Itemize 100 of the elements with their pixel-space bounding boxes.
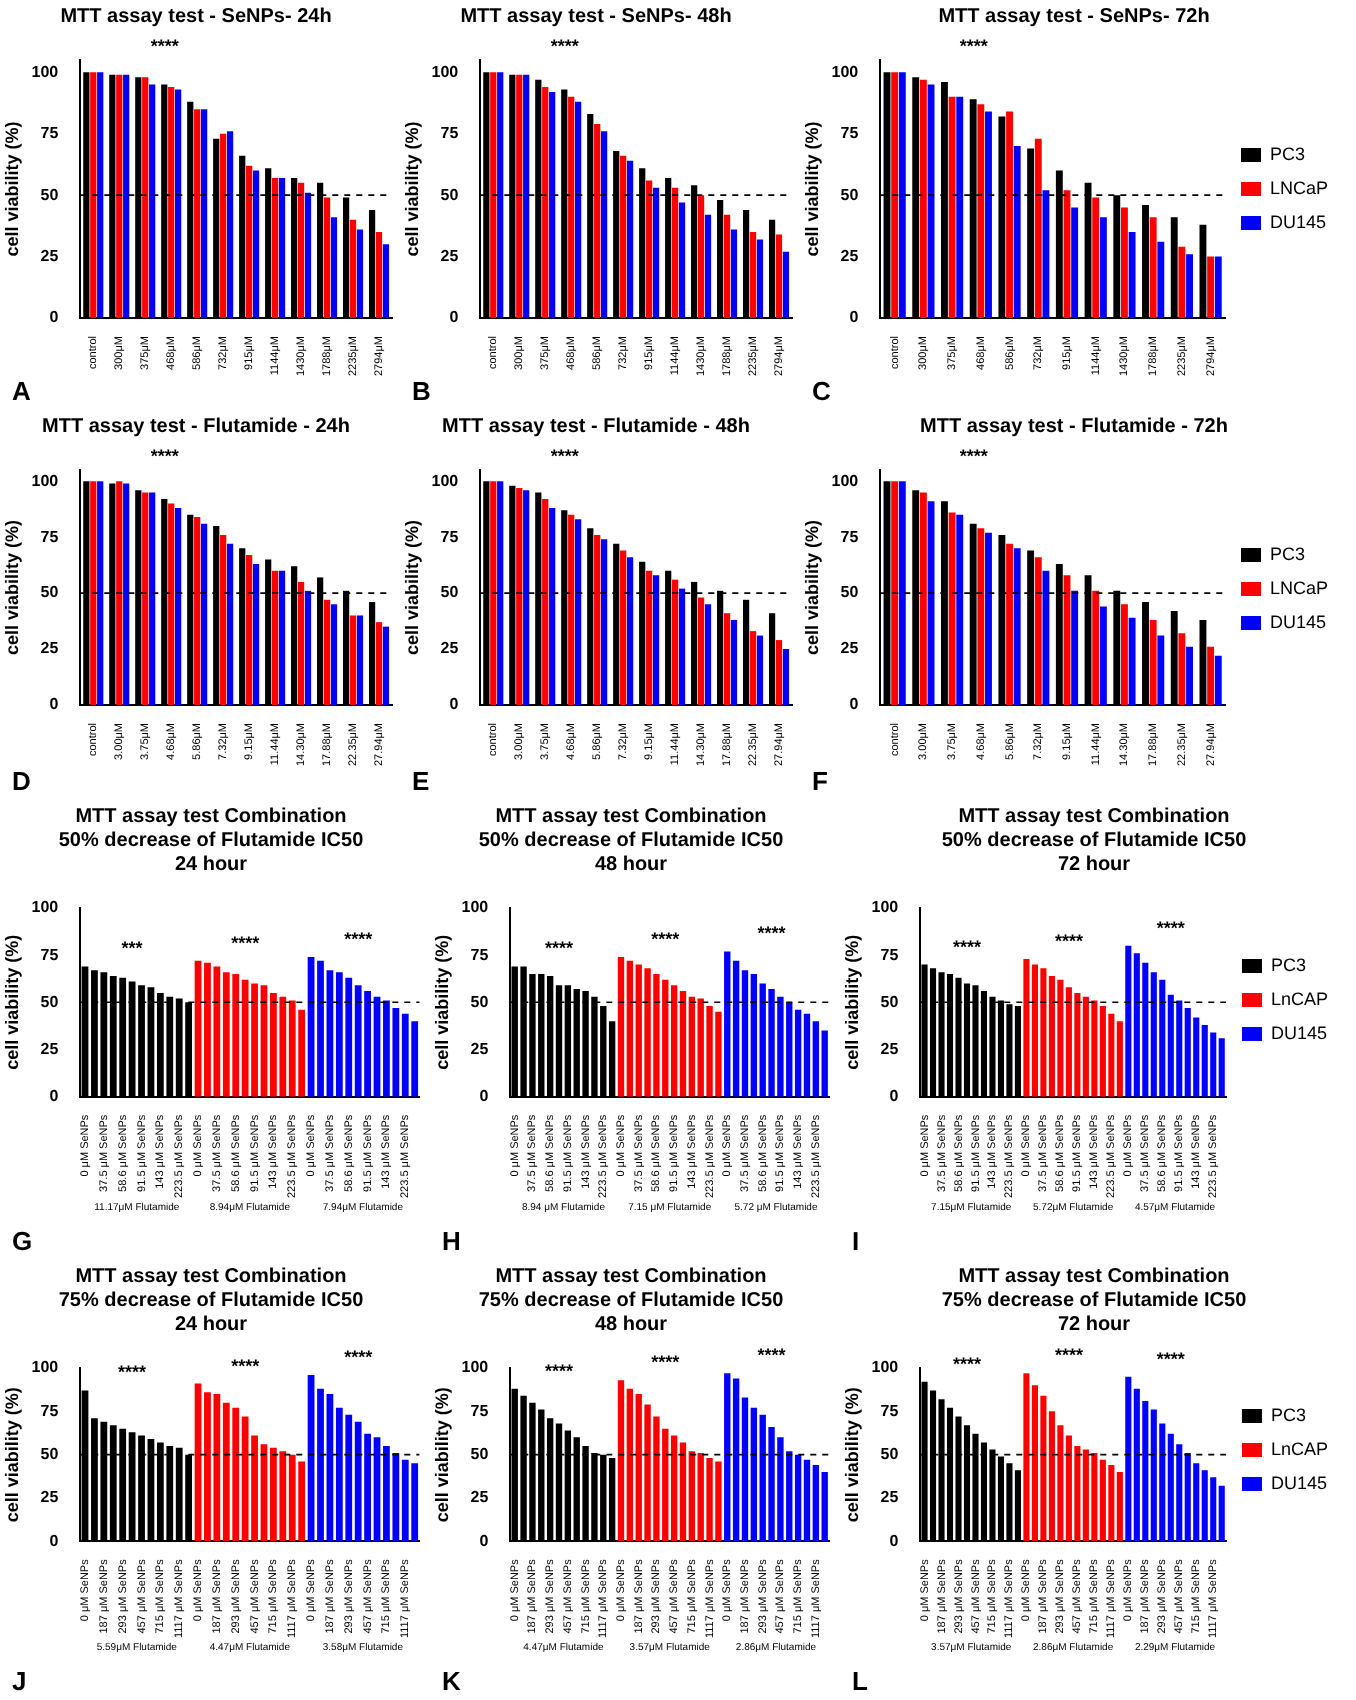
y-tick-label: 50	[880, 1445, 900, 1464]
y-tick-label: 100	[431, 62, 460, 81]
text: C	[812, 376, 832, 407]
y-tick-label: 25	[40, 1039, 60, 1058]
text: ****	[550, 445, 580, 466]
y-axis-title: cell viability (%)	[1, 1387, 22, 1523]
bar	[1042, 570, 1050, 705]
y-axis-title: cell viability (%)	[1, 934, 22, 1070]
bar	[323, 599, 331, 705]
bar	[194, 109, 201, 319]
bar	[1218, 1038, 1225, 1097]
y-tick-label: 25	[840, 247, 860, 265]
bar	[252, 170, 260, 319]
chart-title: MTT assay test - SeNPs- 72h	[938, 5, 1210, 28]
y-tick-label: 25	[470, 1039, 490, 1058]
y-tick-label: 100	[461, 898, 490, 917]
bar	[97, 72, 104, 319]
bar	[1099, 1459, 1106, 1542]
bar	[523, 490, 530, 705]
text: ****	[150, 445, 180, 466]
chart-title: MTT assay test Combination 50% decrease of Flutamide IC50 48 hour	[478, 805, 785, 876]
y-tick-label: 50	[880, 992, 900, 1011]
bar	[523, 74, 530, 319]
bar	[278, 570, 286, 705]
bar	[1210, 1032, 1217, 1097]
bar	[600, 131, 608, 319]
text: ****	[550, 35, 580, 56]
annotation: ****	[544, 1360, 574, 1381]
y-tick-label: 100	[831, 471, 860, 490]
bar	[1125, 1376, 1132, 1542]
y-axis-title: cell viability (%)	[801, 121, 822, 257]
bar	[679, 991, 687, 1097]
legend-label: DU145	[1269, 611, 1327, 632]
bar	[671, 187, 679, 319]
y-tick-label: 100	[831, 62, 860, 81]
bar	[697, 597, 705, 705]
bar	[732, 1378, 740, 1542]
text: ****	[1054, 1345, 1084, 1366]
bar	[1092, 197, 1100, 319]
bar	[1186, 646, 1193, 705]
bar	[679, 1442, 687, 1542]
annotation: ****	[231, 1355, 261, 1376]
bar	[646, 570, 653, 705]
y-tick-label: 75	[880, 1401, 900, 1420]
legend-label: PC3	[1269, 143, 1306, 164]
bar	[575, 519, 582, 705]
bar	[490, 72, 497, 319]
bar	[1201, 1024, 1208, 1097]
bar	[812, 1465, 820, 1542]
legend-label: LNCaP	[1269, 177, 1329, 198]
text: F	[812, 766, 828, 797]
bar	[349, 615, 357, 705]
bar	[919, 79, 927, 319]
bar	[1149, 217, 1157, 319]
bar	[516, 487, 523, 705]
bar	[670, 985, 678, 1097]
y-axis-title: cell viability (%)	[401, 519, 422, 656]
y-axis-title: cell viability (%)	[1, 121, 22, 257]
bar	[775, 640, 783, 705]
bar	[323, 197, 331, 319]
bar	[977, 104, 985, 319]
chart-title: MTT assay test - Flutamide - 72h	[920, 415, 1228, 438]
bar	[142, 492, 149, 705]
bar	[775, 234, 783, 319]
bar	[620, 155, 627, 319]
y-tick-label: 0	[479, 1531, 490, 1550]
bar	[271, 177, 279, 319]
y-tick-label: 50	[40, 185, 60, 204]
bar	[626, 160, 634, 319]
bar	[803, 1013, 811, 1097]
bar	[1091, 1452, 1098, 1542]
bar	[1214, 256, 1222, 319]
chart-title: MTT assay test Combination 75% decrease of Flutamide IC50 48 hour	[478, 1265, 785, 1336]
chart-title: MTT assay test - SeNPs- 24h	[60, 5, 332, 28]
bar	[1157, 635, 1165, 705]
text: ****	[150, 35, 180, 56]
bar	[200, 523, 208, 705]
bar	[1116, 1021, 1123, 1097]
bar	[568, 96, 575, 319]
bar	[90, 481, 97, 705]
text: ****	[959, 35, 989, 56]
y-tick-label: 25	[40, 1488, 60, 1507]
y-tick-label: 25	[880, 1488, 900, 1507]
bar	[1121, 604, 1128, 705]
bar	[1159, 979, 1166, 1097]
legend-label: DU145	[1269, 211, 1327, 232]
bar	[116, 74, 123, 319]
y-tick-label: 50	[470, 992, 490, 1011]
bar	[271, 570, 279, 705]
text: H	[442, 1226, 461, 1257]
bar	[646, 180, 653, 319]
y-tick-label: 50	[40, 1445, 60, 1464]
y-tick-label: 75	[40, 124, 60, 143]
y-tick-label: 25	[840, 639, 860, 658]
bar	[1210, 1477, 1217, 1542]
bar	[956, 514, 964, 705]
bar	[750, 974, 758, 1097]
y-tick-label: 100	[871, 1358, 900, 1377]
bar	[1034, 557, 1042, 705]
bar	[1099, 217, 1107, 319]
